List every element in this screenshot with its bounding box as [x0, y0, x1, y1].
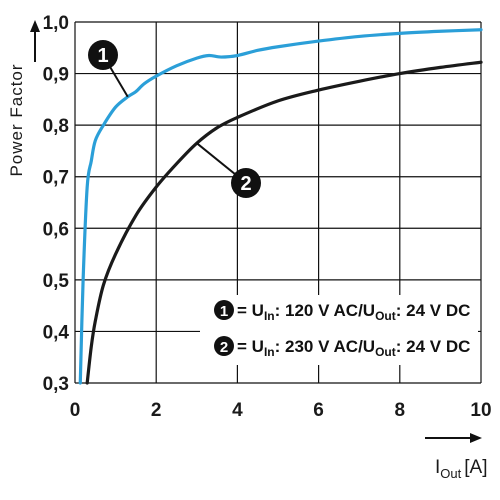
y-tick-labels: 0,3 0,4 0,5 0,6 0,7 0,8 0,9 1,0 — [43, 13, 70, 395]
svg-text:2: 2 — [220, 339, 228, 356]
x-tick-label: 4 — [232, 400, 243, 421]
svg-text:1: 1 — [220, 303, 228, 320]
callout-label-2: 2 — [240, 173, 251, 195]
x-tick-label: 6 — [313, 400, 324, 421]
x-tick-label: 8 — [395, 400, 406, 421]
callout-circle-1 — [88, 40, 118, 70]
y-tick-label: 0,6 — [43, 219, 69, 240]
legend-entry-1: 1 = UIn: 120 V AC/UOut: 24 V DC — [214, 300, 470, 323]
x-tick-label: 10 — [470, 400, 491, 421]
y-tick-label: 0,9 — [43, 65, 69, 86]
callout-label-1: 1 — [97, 45, 108, 67]
y-tick-label: 0,5 — [43, 271, 70, 292]
y-tick-label: 0,7 — [43, 168, 69, 189]
x-tick-labels: 0 2 4 6 8 10 — [70, 400, 492, 421]
y-axis-arrow — [30, 20, 40, 62]
y-axis-title: Power Factor — [7, 63, 26, 176]
svg-text:= UIn: 230 V AC/UOut: 24 V DC: = UIn: 230 V AC/UOut: 24 V DC — [237, 337, 470, 359]
x-axis-arrow — [425, 433, 482, 443]
y-tick-label: 0,4 — [43, 322, 70, 343]
y-tick-label: 0,8 — [43, 116, 69, 137]
legend: 1 = UIn: 120 V AC/UOut: 24 V DC 2 = UIn:… — [200, 295, 478, 365]
y-tick-label: 1,0 — [43, 13, 69, 34]
svg-text:= UIn: 120 V AC/UOut: 24 V DC: = UIn: 120 V AC/UOut: 24 V DC — [237, 301, 470, 323]
y-tick-label: 0,3 — [43, 374, 69, 395]
legend-entry-2: 2 = UIn: 230 V AC/UOut: 24 V DC — [214, 336, 470, 359]
callout-circle-2 — [231, 168, 261, 198]
series-markers: 12 — [88, 40, 261, 198]
x-tick-label: 2 — [151, 400, 162, 421]
x-axis-title: IOut [A] — [435, 457, 487, 481]
grid — [74, 21, 482, 384]
x-tick-label: 0 — [70, 400, 81, 421]
series-line-1 — [78, 28, 483, 385]
